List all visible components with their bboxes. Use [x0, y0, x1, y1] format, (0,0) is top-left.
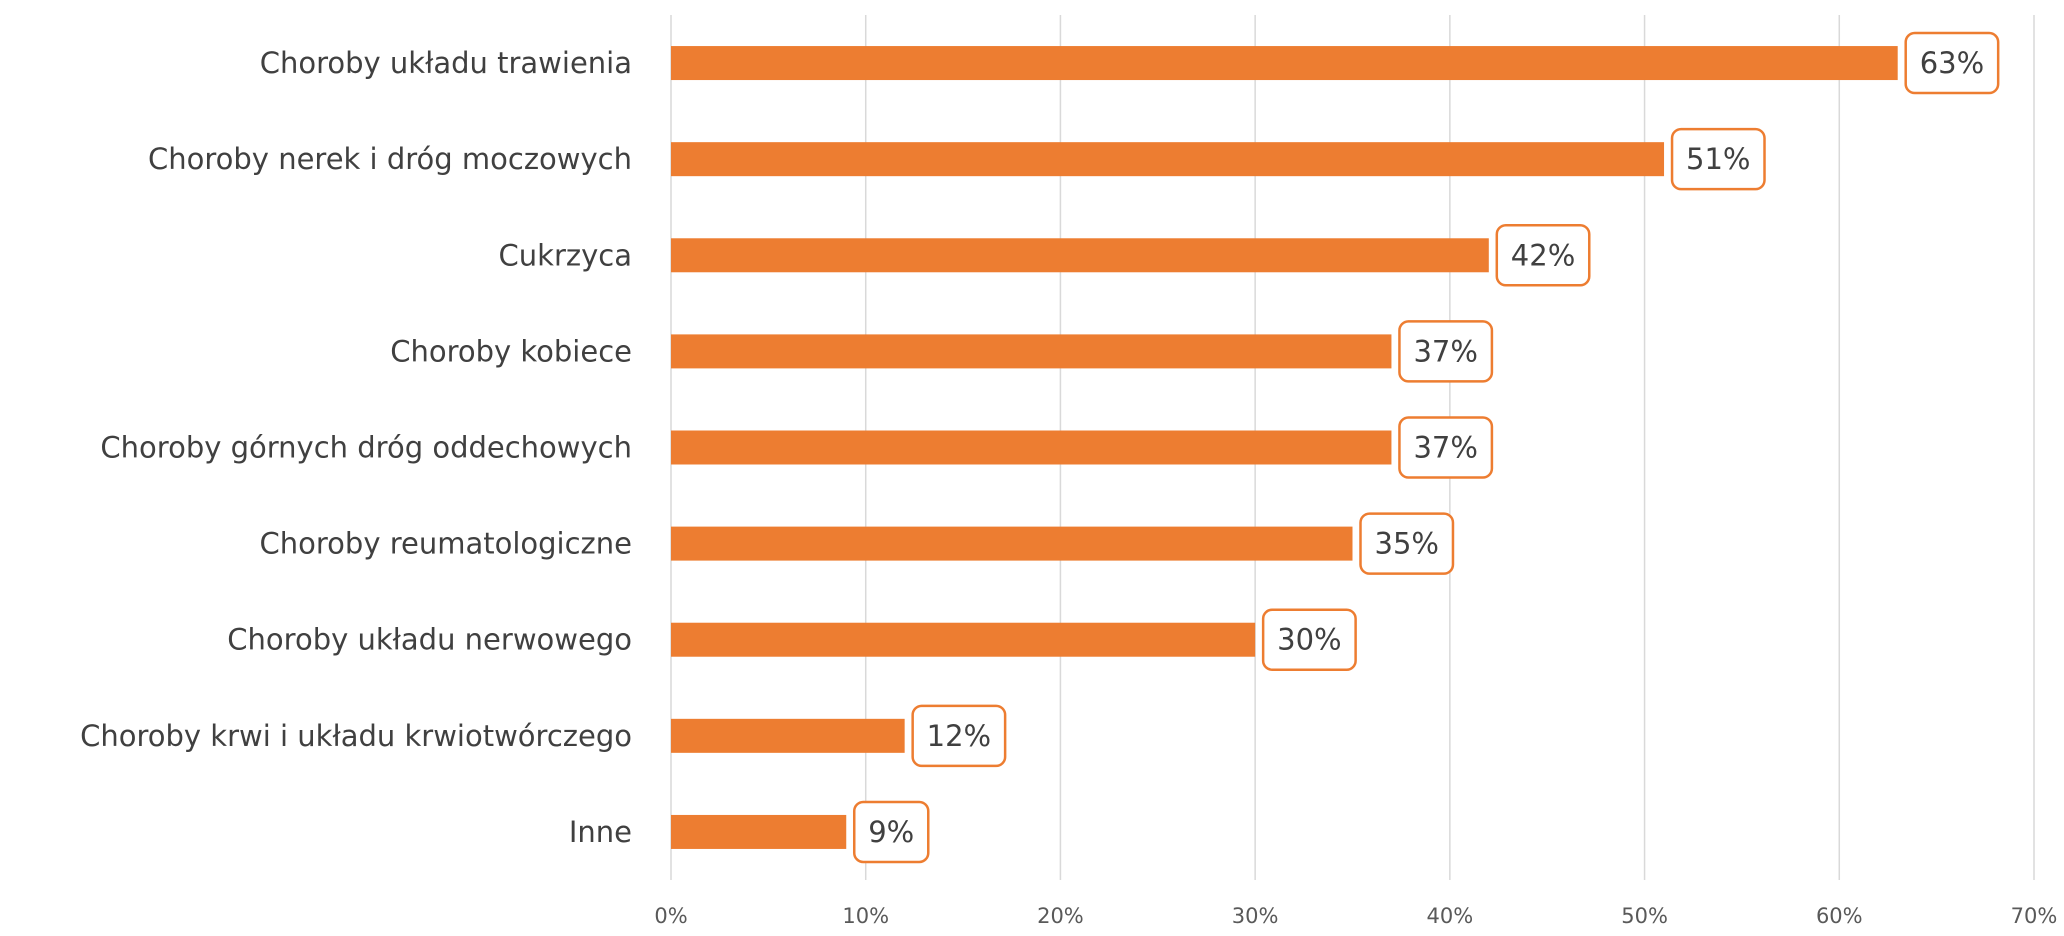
y-tick-label: Choroby górnych dróg oddechowych — [100, 431, 632, 465]
data-label: 37% — [1413, 431, 1477, 465]
data-label-box — [1261, 608, 1357, 671]
bar — [671, 238, 1489, 273]
data-label: 37% — [1413, 334, 1477, 368]
data-label: 35% — [1375, 527, 1439, 561]
y-tick-label: Inne — [569, 815, 632, 849]
data-label-box — [852, 800, 930, 864]
x-tick-label: 20% — [1037, 904, 1084, 928]
data-label-box — [1398, 320, 1494, 383]
data-label-box — [1904, 31, 2000, 95]
y-tick-label: Choroby układu trawienia — [260, 46, 632, 80]
bar — [671, 430, 1392, 465]
data-label: 12% — [927, 719, 991, 753]
y-tick-label: Choroby kobiece — [390, 334, 632, 368]
bar — [671, 526, 1353, 561]
y-tick-label: Choroby nerek i dróg moczowych — [148, 142, 632, 176]
x-tick-label: 70% — [2011, 904, 2058, 928]
data-label: 42% — [1511, 238, 1575, 272]
bar — [671, 142, 1665, 177]
bar — [671, 718, 905, 753]
data-label: 30% — [1277, 623, 1341, 657]
x-tick-label: 30% — [1232, 904, 1279, 928]
data-label-box — [1398, 416, 1494, 479]
data-label: 63% — [1920, 46, 1984, 80]
y-tick-label: Cukrzyca — [499, 238, 632, 272]
x-tick-label: 50% — [1621, 904, 1668, 928]
y-tick-label: Choroby układu nerwowego — [227, 623, 632, 657]
data-label-box — [1359, 512, 1455, 575]
data-label-box — [911, 704, 1007, 768]
x-tick-label: 0% — [654, 904, 687, 928]
bar — [671, 46, 1898, 81]
x-tick-label: 10% — [842, 904, 889, 928]
data-label: 51% — [1686, 142, 1750, 176]
y-tick-label: Choroby krwi i układu krwiotwórczego — [80, 719, 632, 753]
data-label-box — [1495, 224, 1591, 287]
y-tick-label: Choroby reumatologiczne — [260, 527, 632, 561]
bar — [671, 622, 1256, 657]
data-label: 9% — [868, 815, 914, 849]
data-label-box — [1670, 127, 1766, 191]
x-tick-label: 40% — [1427, 904, 1474, 928]
bar — [671, 814, 847, 849]
bar — [671, 334, 1392, 369]
x-tick-label: 60% — [1816, 904, 1863, 928]
